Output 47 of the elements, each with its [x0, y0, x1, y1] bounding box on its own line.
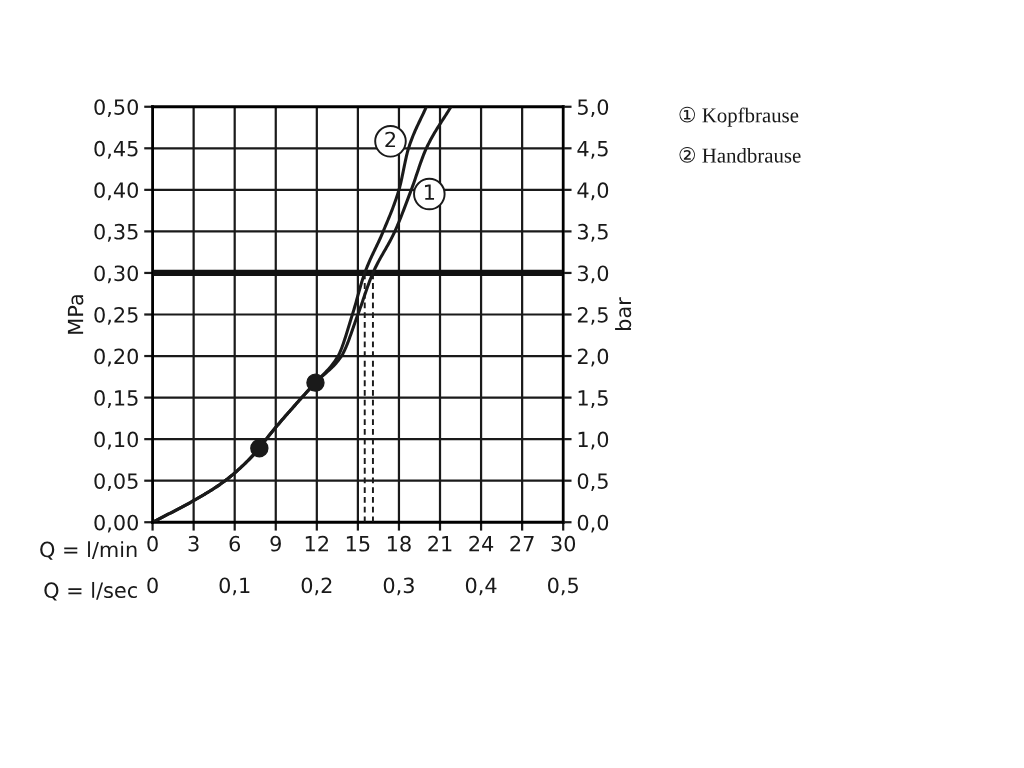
x2-tick-label: 0,2 — [301, 577, 332, 596]
x2-tick-label: 0 — [147, 577, 158, 594]
x-tick-label: 12 — [305, 535, 328, 552]
y2-axis-title: bar — [615, 297, 632, 330]
x2-tick-label: 0,4 — [465, 577, 497, 596]
y-tick-label: 0,35 — [94, 223, 138, 242]
y-tick-label: 0,00 — [94, 514, 138, 533]
x-tick-label: 21 — [428, 535, 452, 552]
x-axis-title: Q = l/min — [40, 541, 137, 560]
y-axis-title: MPa — [67, 295, 84, 334]
y2-tick-label: 1,0 — [578, 431, 609, 450]
y-tick-label: 0,40 — [94, 182, 138, 201]
y-tick-label: 0,15 — [94, 390, 138, 408]
x-tick-label: 0 — [147, 535, 158, 552]
x-tick-label: 6 — [229, 535, 241, 552]
y2-tick-label: 3,0 — [577, 265, 609, 284]
y2-tick-label: 1,5 — [578, 390, 608, 408]
x-tick-label: 3 — [188, 535, 199, 552]
x-tick-label: 9 — [270, 535, 281, 552]
annotation: 1 — [424, 184, 435, 200]
x-tick-label: 24 — [469, 535, 494, 552]
x-tick-label: 27 — [510, 535, 534, 552]
y-tick-label: 0,10 — [94, 431, 138, 450]
y2-tick-label: 2,0 — [577, 348, 609, 367]
y-tick-label: 0,50 — [94, 99, 138, 118]
x2-tick-label: 0,5 — [548, 577, 578, 596]
y2-tick-label: 4,0 — [577, 182, 609, 201]
y2-tick-label: 3,5 — [577, 223, 608, 242]
text: ② Handbrause — [679, 147, 801, 163]
x2-axis-title: Q = l/sec — [44, 581, 137, 601]
y2-tick-label: 0,5 — [577, 473, 608, 492]
x-tick-label: 30 — [551, 535, 576, 552]
y-tick-label: 0,45 — [94, 140, 138, 159]
x2-tick-label: 0,1 — [219, 577, 250, 596]
x-tick-label: 15 — [346, 536, 370, 552]
y2-tick-label: 5,0 — [578, 99, 609, 118]
y-tick-label: 0,20 — [94, 348, 138, 367]
text: ① Kopfbrause — [679, 106, 799, 127]
y-tick-label: 0,25 — [94, 306, 138, 325]
x-tick-label: 18 — [387, 535, 411, 552]
y2-tick-label: 4,5 — [577, 141, 608, 159]
x2-tick-label: 0,3 — [383, 577, 414, 596]
y-tick-label: 0,30 — [94, 265, 138, 284]
y-tick-label: 0,05 — [94, 473, 138, 492]
y2-tick-label: 2,5 — [577, 306, 608, 325]
y2-tick-label: 0,0 — [577, 514, 609, 533]
annotation: 2 — [385, 131, 396, 148]
